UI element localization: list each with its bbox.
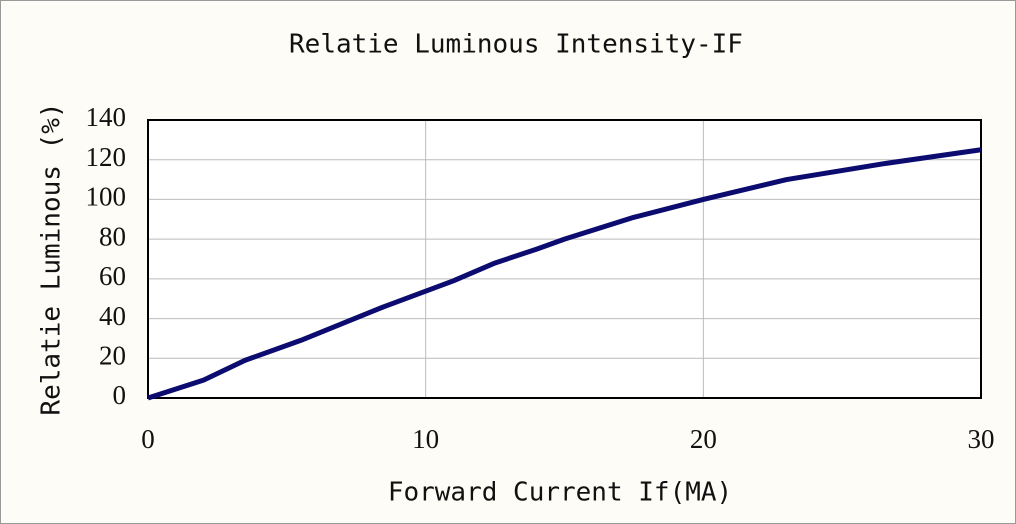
x-tick-label: 0 [141, 424, 155, 454]
chart-title: Relatie Luminous Intensity-IF [289, 30, 743, 60]
x-axis-label: Forward Current If(MA) [388, 478, 732, 508]
x-tick-label: 10 [412, 424, 439, 454]
plot-area [148, 120, 981, 398]
y-tick-label: 60 [99, 261, 126, 291]
y-tick-label: 120 [86, 142, 127, 172]
x-tick-label: 30 [968, 424, 995, 454]
x-tick-label: 20 [690, 424, 717, 454]
line [147, 147, 982, 401]
y-tick-label: 0 [113, 380, 127, 410]
y-axis-label: Relatie Luminous (%) [37, 102, 67, 415]
y-tick-label: 100 [86, 182, 127, 212]
y-tick-label: 40 [99, 301, 126, 331]
y-tick-label: 20 [99, 340, 126, 370]
y-tick-label: 140 [86, 102, 127, 132]
plot-border [147, 119, 982, 399]
y-tick-label: 80 [99, 221, 126, 251]
